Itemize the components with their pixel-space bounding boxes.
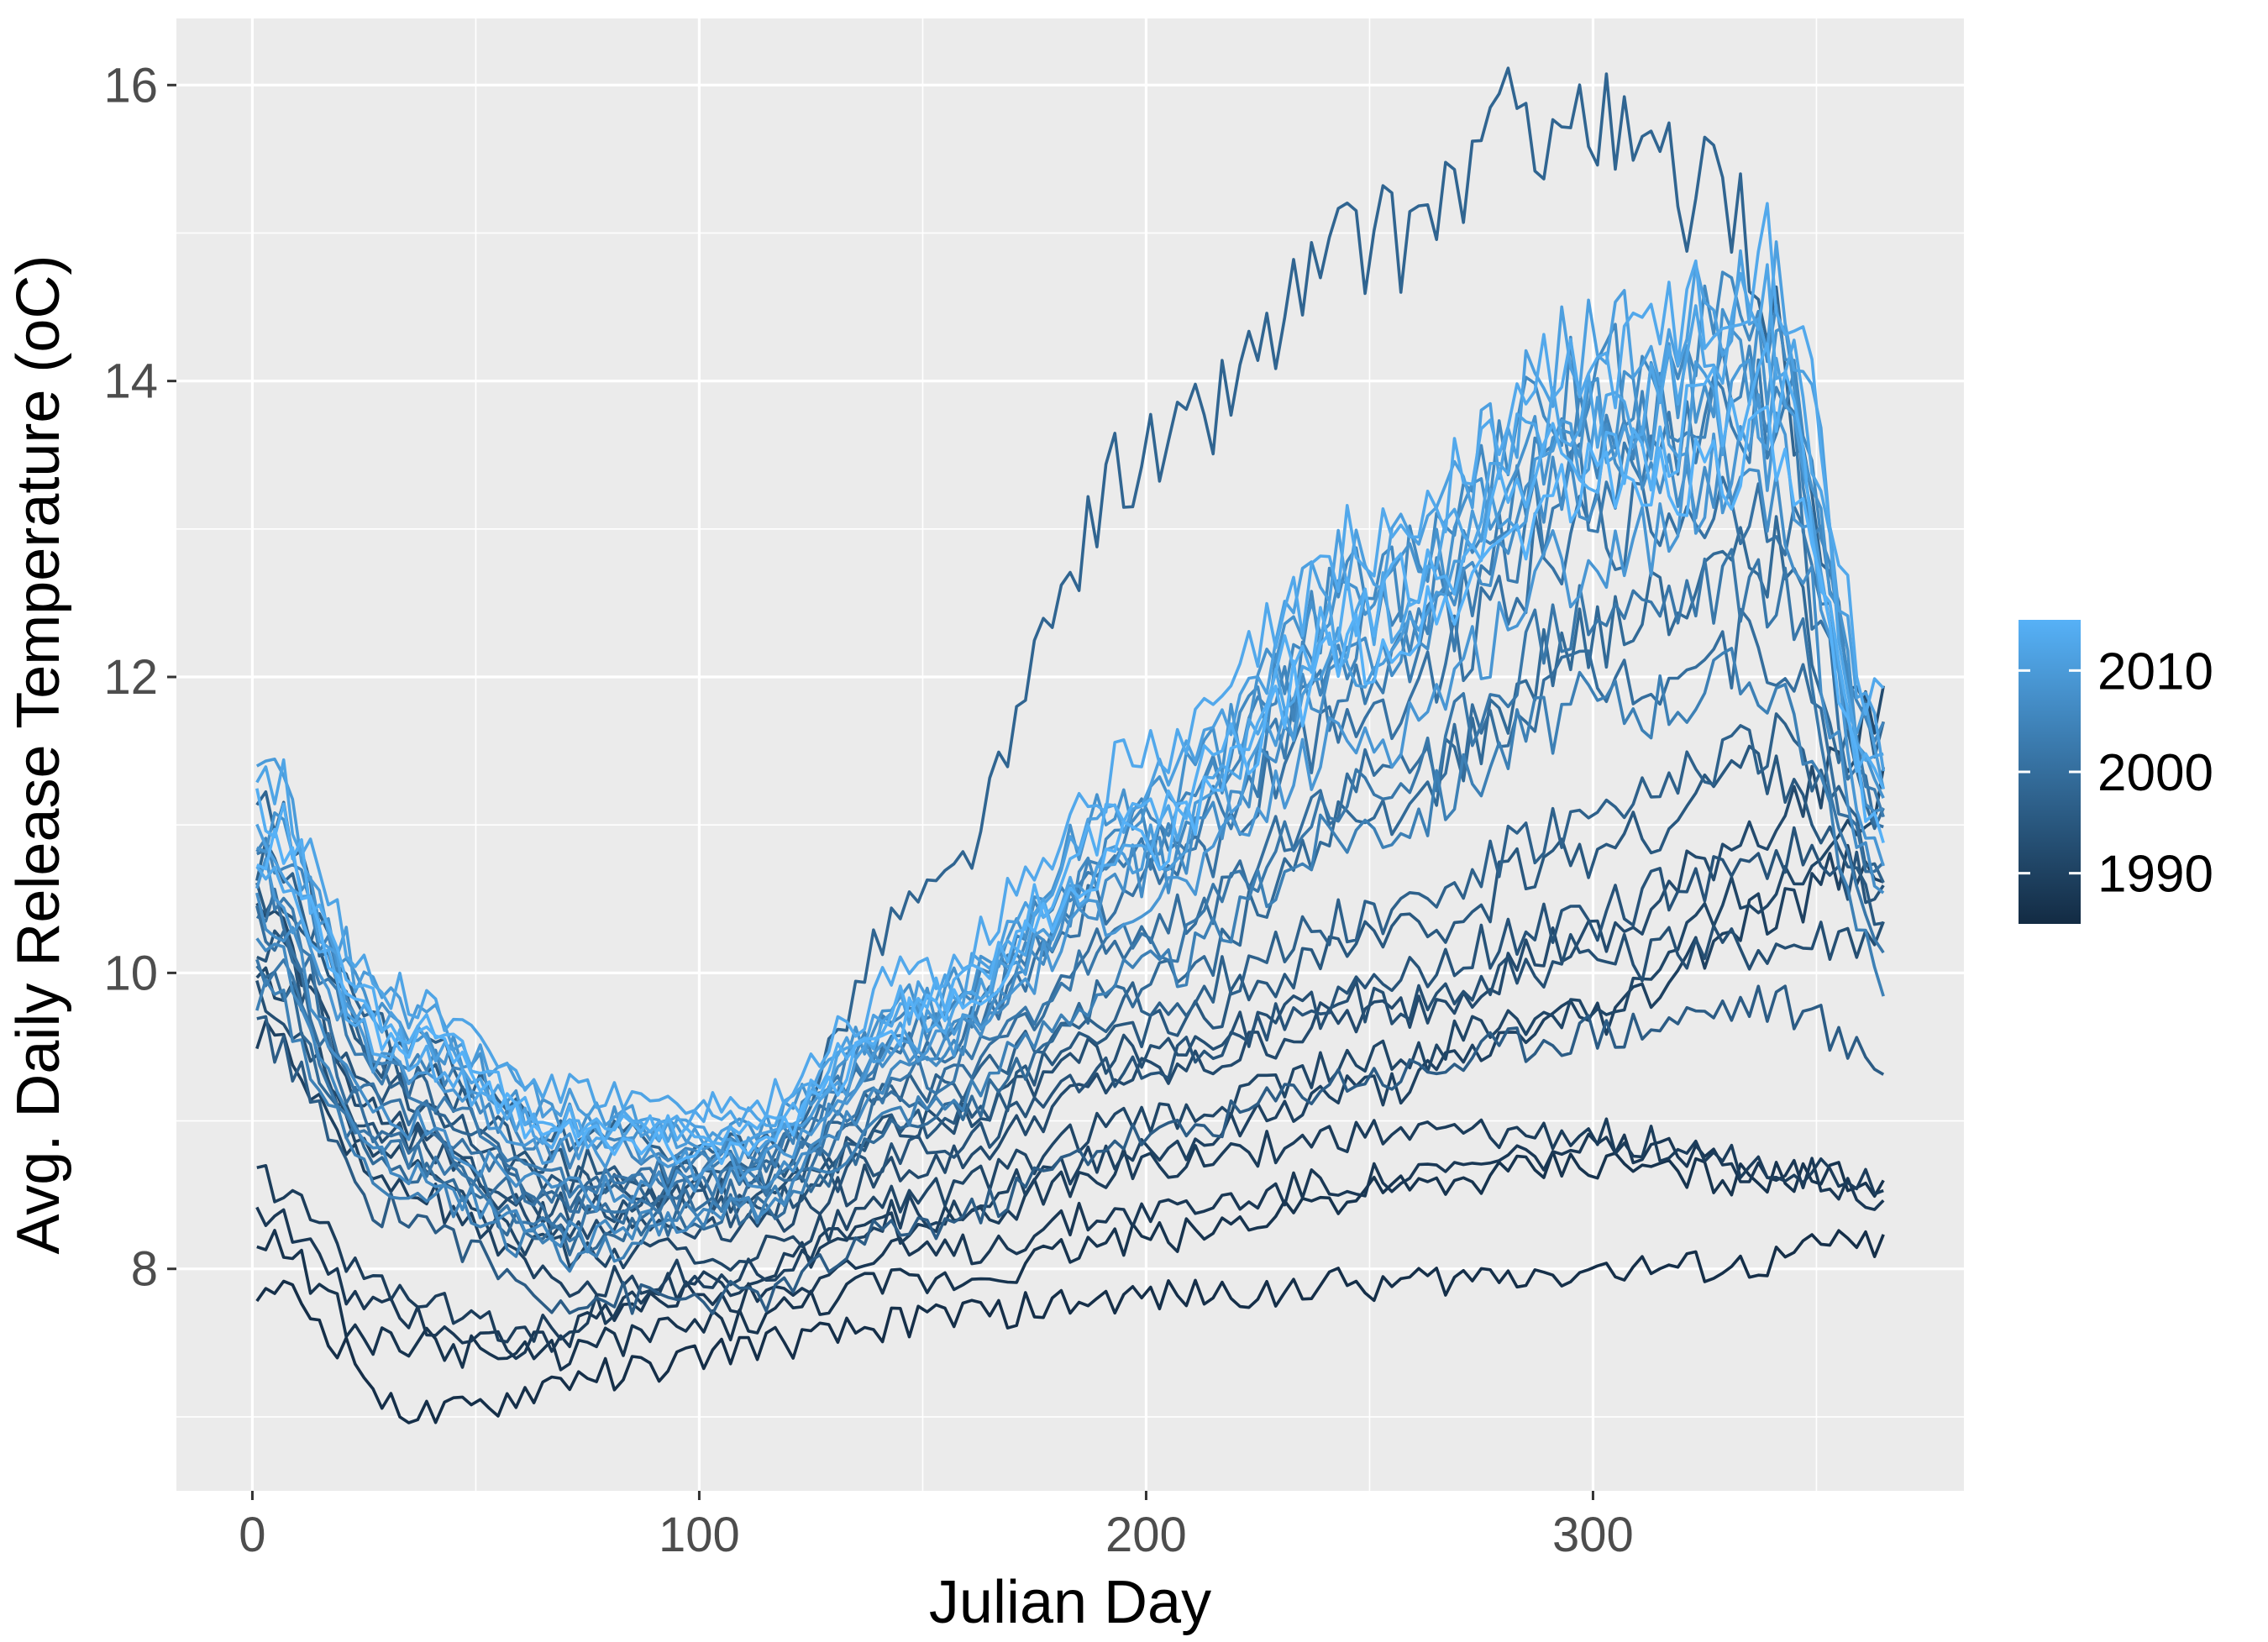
series-line-2009 xyxy=(255,393,1885,1183)
x-tick-label: 100 xyxy=(659,1508,740,1562)
x-tick-label: 200 xyxy=(1105,1508,1187,1562)
series-line-2011 xyxy=(255,240,1885,1150)
series-line-2014 xyxy=(255,342,1885,1146)
series-line-1993 xyxy=(255,921,1885,1225)
y-tick-label: 8 xyxy=(131,1242,158,1297)
y-tick-label: 14 xyxy=(103,354,158,409)
series-line-1991 xyxy=(255,767,1885,1272)
y-tick-label: 16 xyxy=(103,58,158,113)
legend-label: 2010 xyxy=(2097,643,2213,700)
x-tick-label: 300 xyxy=(1552,1508,1634,1562)
series-line-1989 xyxy=(256,1117,1884,1344)
x-tick-label: 0 xyxy=(239,1508,265,1562)
y-tick-label: 10 xyxy=(103,946,158,1000)
legend-label: 1990 xyxy=(2097,846,2213,904)
series-line-2001 xyxy=(255,475,1884,1214)
series-lines xyxy=(255,66,1885,1424)
x-axis-title: Julian Day xyxy=(929,1569,1211,1636)
y-axis: 8 10 12 14 16 xyxy=(103,58,176,1297)
series-line-1994 xyxy=(256,826,1885,1229)
series-line-1996 xyxy=(256,984,1885,1315)
series-line-1990 xyxy=(255,843,1884,1298)
legend-label: 2000 xyxy=(2097,744,2213,802)
series-line-2013 xyxy=(255,202,1885,1150)
plot-panel xyxy=(176,18,1964,1491)
series-line-2005 xyxy=(255,344,1885,1170)
x-axis: 0 100 200 300 xyxy=(239,1491,1634,1562)
legend-ticks: 2010 2000 1990 xyxy=(2019,643,2213,904)
y-tick-label: 12 xyxy=(103,650,158,705)
y-axis-title: Avg. Daily Release Temperature (oC) xyxy=(5,255,72,1255)
series-line-2002 xyxy=(255,548,1885,1243)
series-line-1986 xyxy=(255,1229,1885,1424)
color-legend: 2010 2000 1990 xyxy=(2019,620,2213,924)
series-line-1992 xyxy=(255,685,1885,1243)
series-line-2015 xyxy=(256,405,1885,1166)
